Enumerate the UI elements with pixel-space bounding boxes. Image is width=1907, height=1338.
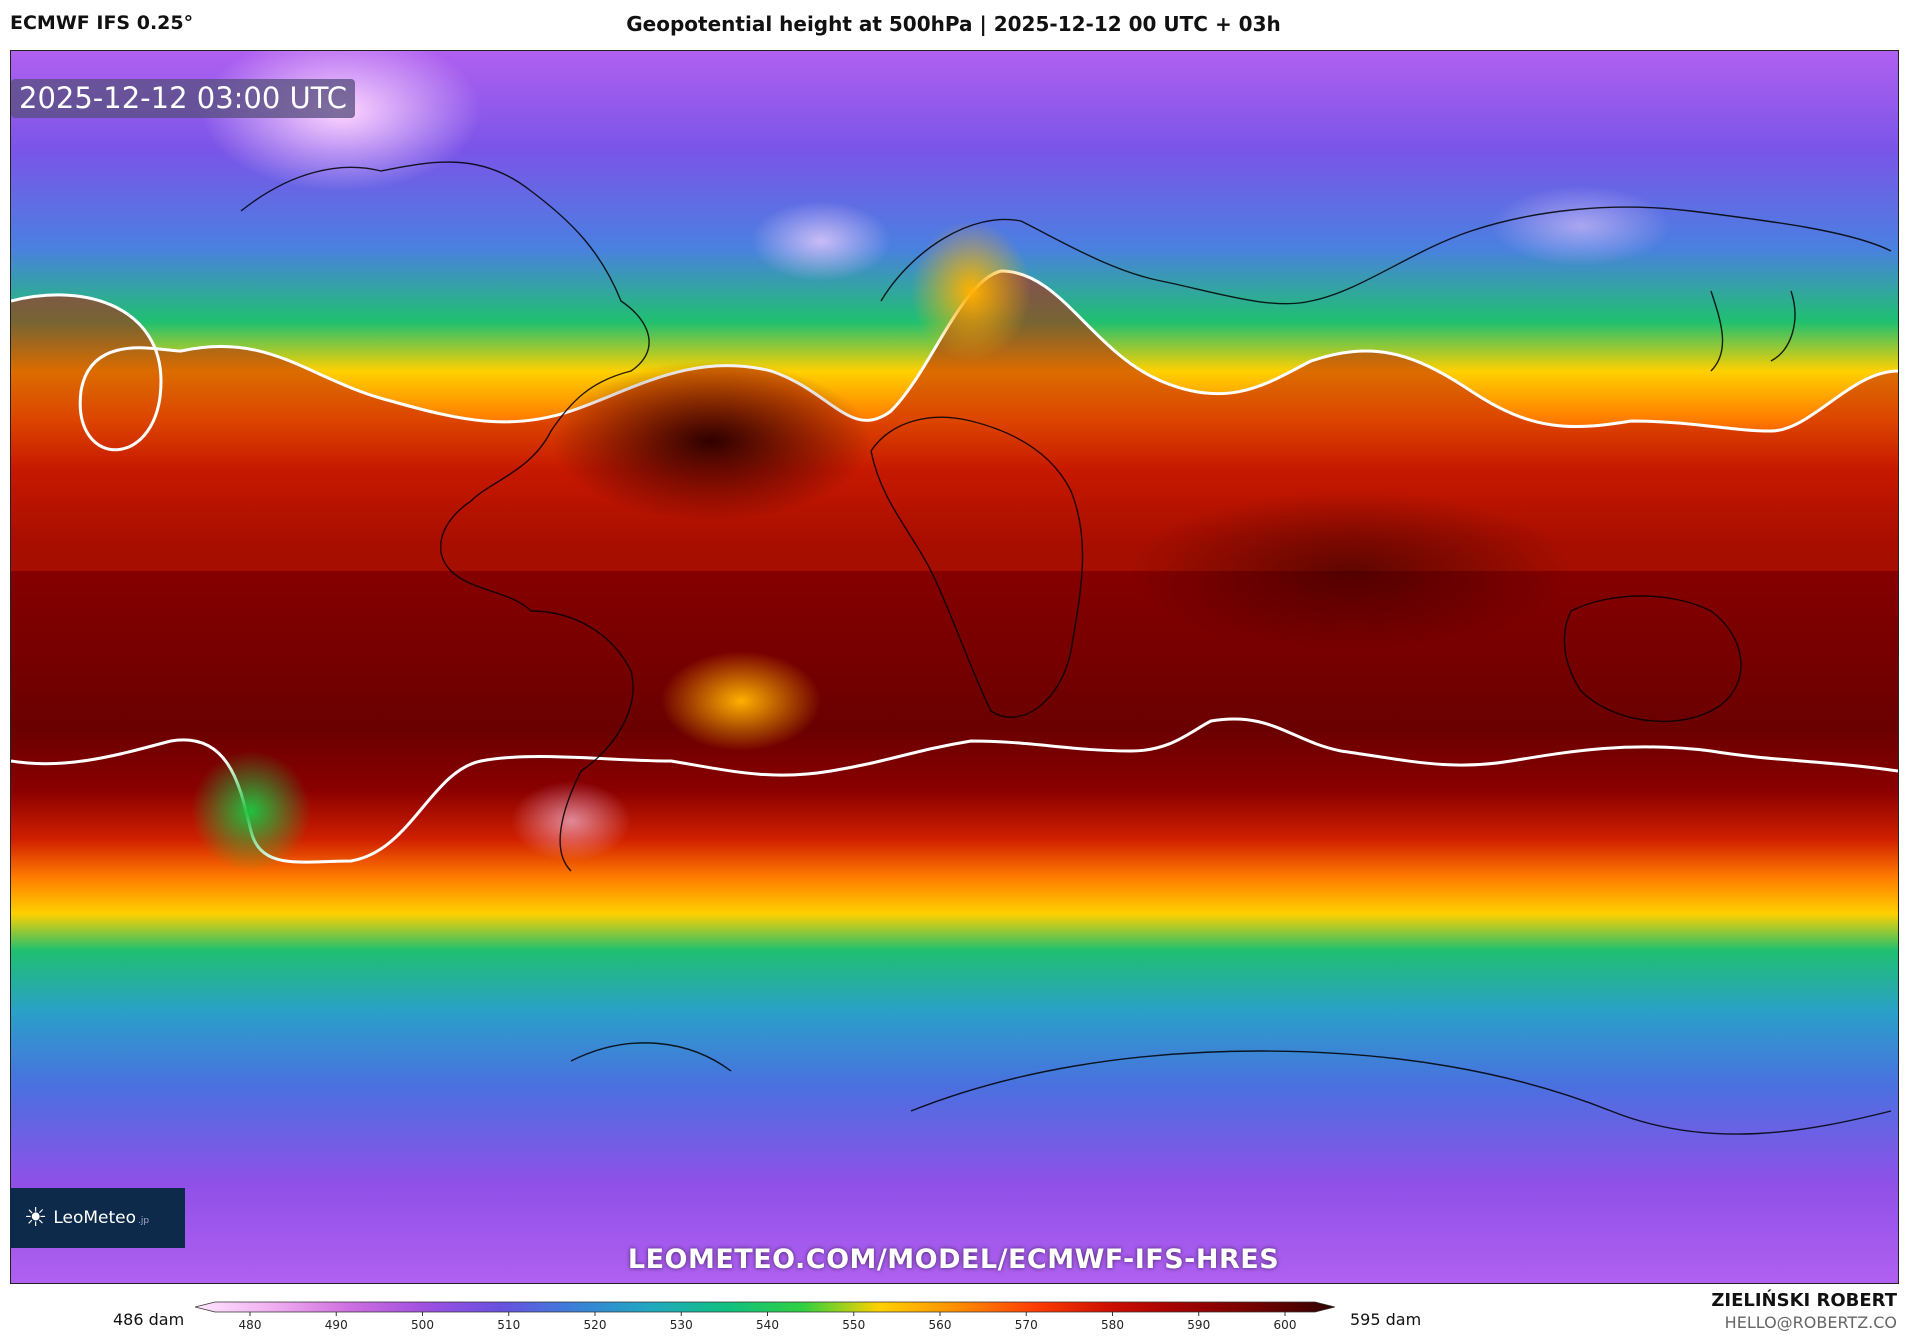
colorbar: 480 490 500 510 520 530 540 550 560 570 580 590 600 <box>195 1301 1335 1332</box>
logo-suffix: .jp <box>138 1216 150 1226</box>
colorbar-tick-label: 520 <box>584 1318 607 1332</box>
leometeo-logo[interactable]: ☀ LeoMeteo .jp <box>10 1188 185 1248</box>
colorbar-tick-label: 570 <box>1015 1318 1038 1332</box>
colorbar-tick-label: 550 <box>842 1318 865 1332</box>
model-label: ECMWF IFS 0.25° <box>10 12 194 34</box>
logo-text: LeoMeteo <box>53 1208 136 1228</box>
watermark-url: LEOMETEO.COM/MODEL/ECMWF-IFS-HRES <box>627 1244 1280 1275</box>
colorbar-tick-label: 540 <box>756 1318 779 1332</box>
colorbar-tick-label: 510 <box>497 1318 520 1332</box>
valid-time-badge: 2025-12-12 03:00 UTC <box>11 79 356 118</box>
colorbar-tick-label: 530 <box>670 1318 693 1332</box>
colorbar-tick-label: 480 <box>239 1318 262 1332</box>
author-name: ZIELIŃSKI ROBERT <box>1711 1290 1897 1311</box>
sun-icon: ☀ <box>24 1203 48 1233</box>
map-canvas[interactable]: 2025-12-12 03:00 UTC <box>10 50 1899 1284</box>
colorbar-tick-label: 560 <box>929 1318 952 1332</box>
colorbar-max-label: 595 dam <box>1350 1310 1422 1329</box>
colorbar-ramp <box>195 1301 1335 1313</box>
coastlines <box>240 161 1892 1135</box>
colorbar-tick-label: 580 <box>1101 1318 1124 1332</box>
chart-title: Geopotential height at 500hPa | 2025-12-… <box>626 12 1281 36</box>
geopotential-field <box>11 51 1898 1283</box>
colorbar-tick-label: 600 <box>1274 1318 1297 1332</box>
author-email[interactable]: HELLO@ROBERTZ.CO <box>1724 1313 1897 1332</box>
colorbar-min-label: 486 dam <box>113 1310 185 1329</box>
colorbar-tick-label: 490 <box>325 1318 348 1332</box>
colorbar-tick-label: 500 <box>411 1318 434 1332</box>
colorbar-tick-label: 590 <box>1187 1318 1210 1332</box>
